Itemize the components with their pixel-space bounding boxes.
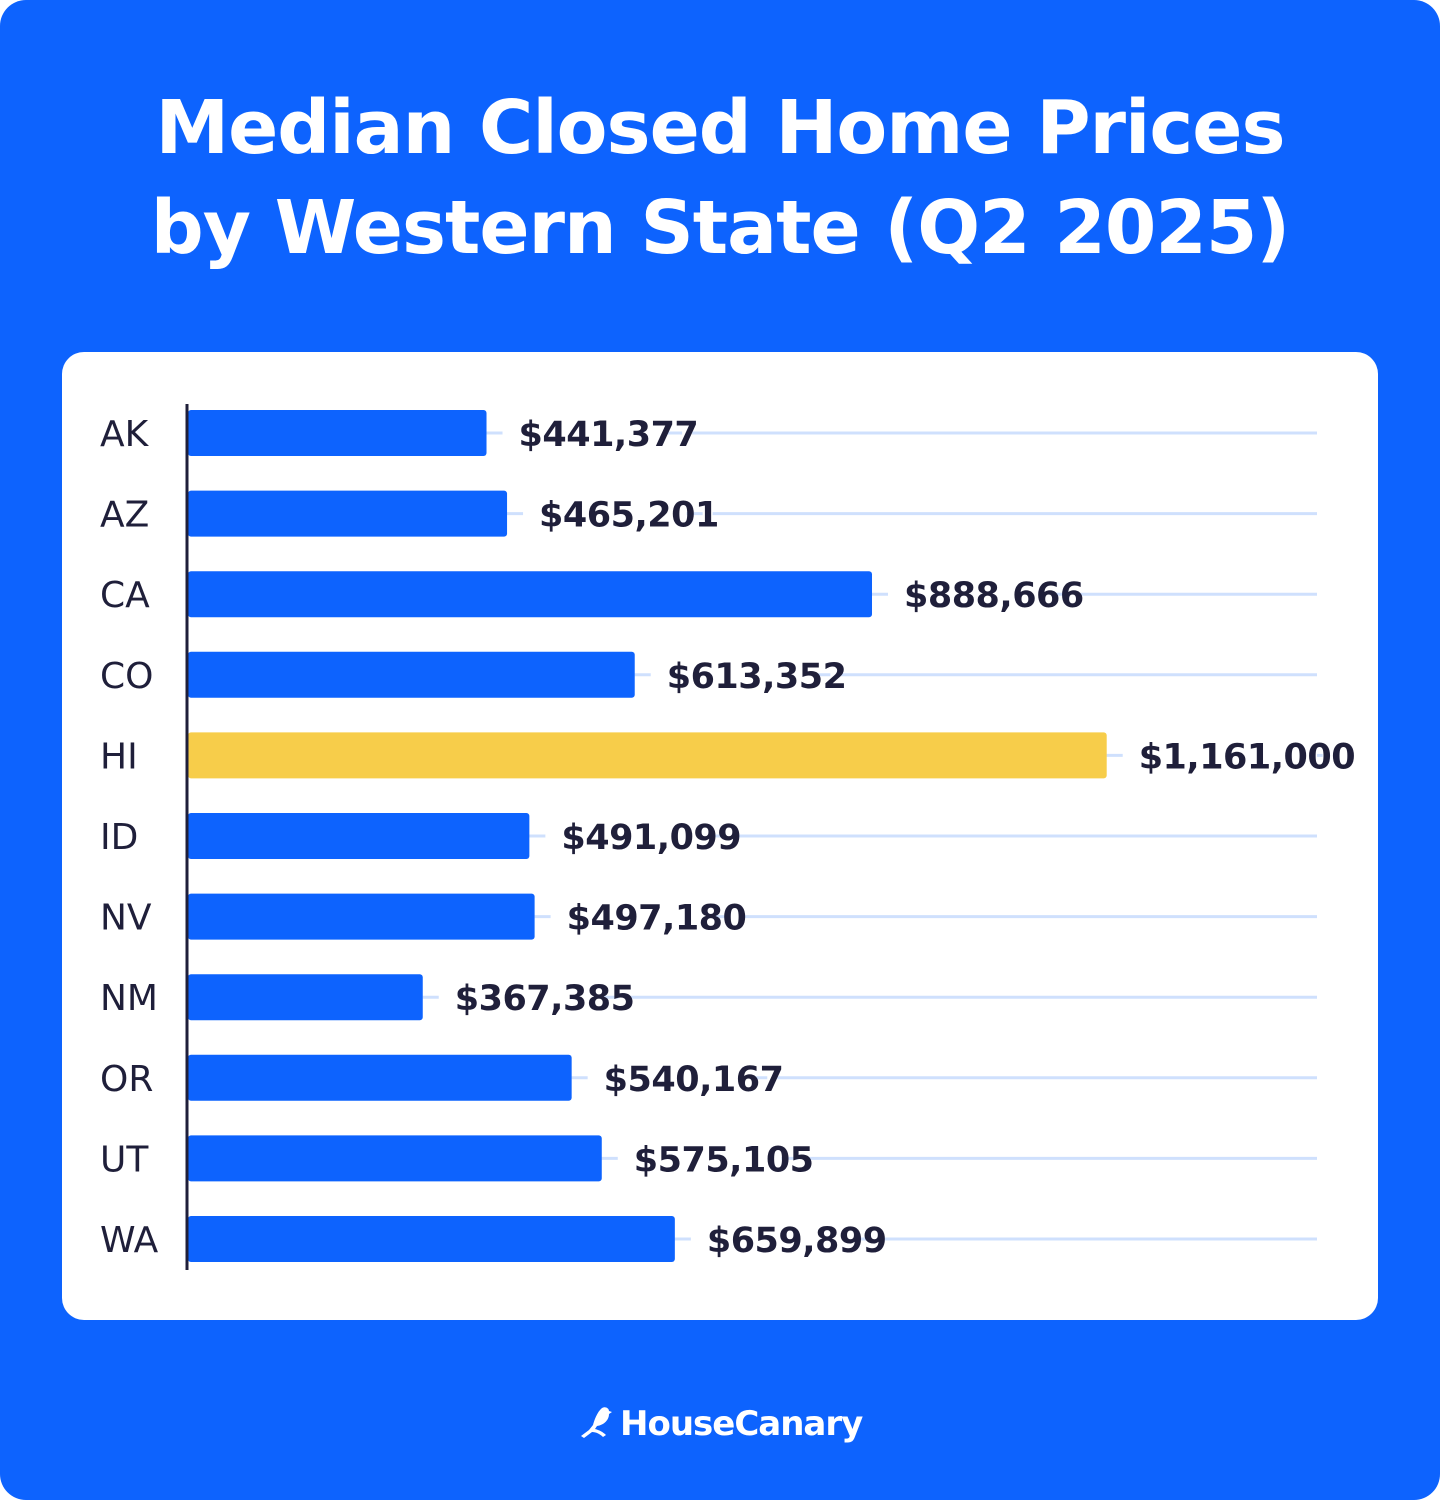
category-label: CO xyxy=(100,656,153,697)
data-label: $497,180 xyxy=(567,899,747,939)
data-label: $540,167 xyxy=(604,1060,784,1100)
category-label: AZ xyxy=(100,495,149,536)
category-label: NM xyxy=(100,978,158,1019)
bar-wa xyxy=(188,1216,675,1262)
housecanary-logo: HouseCanary xyxy=(580,1400,880,1448)
bar-ak xyxy=(188,410,487,456)
title-line-1: Median Closed Home Prices xyxy=(155,85,1285,171)
bar-chart: AK $441,377 AZ $465,201 CA $888,666 CO $613,352… xyxy=(100,404,1356,1270)
label-backdrop xyxy=(634,654,841,695)
bar-co xyxy=(188,651,635,698)
bar-hi xyxy=(188,732,1107,779)
canary-bird-icon xyxy=(581,1407,612,1438)
category-label: HI xyxy=(100,736,138,777)
brand-name: HouseCanary xyxy=(620,1404,863,1444)
bar-or xyxy=(188,1054,572,1101)
data-label: $613,352 xyxy=(667,657,847,697)
category-label: CA xyxy=(100,575,150,616)
bar-nm xyxy=(188,974,423,1021)
category-label: ID xyxy=(100,817,138,858)
data-label: $441,377 xyxy=(519,415,699,455)
label-backdrop xyxy=(872,574,1078,615)
label-backdrop xyxy=(534,896,741,937)
label-backdrop xyxy=(529,816,735,856)
bar-nv xyxy=(188,893,535,940)
label-backdrop xyxy=(571,1057,778,1098)
bar-id xyxy=(188,813,530,859)
chart-title: Median Closed Home Prices by Western Sta… xyxy=(0,78,1440,278)
category-label: AK xyxy=(100,414,150,455)
data-label: $888,666 xyxy=(904,576,1084,616)
category-label: UT xyxy=(100,1139,149,1180)
label-backdrop xyxy=(507,493,713,534)
chart-card: AK $441,377 AZ $465,201 CA $888,666 CO $613,352… xyxy=(62,352,1378,1320)
category-label: WA xyxy=(100,1220,159,1261)
category-label: OR xyxy=(100,1059,153,1100)
data-label: $465,201 xyxy=(539,496,719,536)
data-label: $491,099 xyxy=(561,818,741,858)
label-backdrop xyxy=(674,1219,881,1259)
category-label: NV xyxy=(100,898,152,939)
bar-az xyxy=(188,490,508,537)
bar-ca xyxy=(188,571,873,618)
data-label: $575,105 xyxy=(634,1140,814,1180)
label-backdrop xyxy=(422,977,629,1018)
data-label: $659,899 xyxy=(707,1221,887,1261)
label-backdrop xyxy=(601,1138,808,1179)
bar-ut xyxy=(188,1135,602,1182)
title-line-2: by Western State (Q2 2025) xyxy=(150,185,1290,271)
label-backdrop xyxy=(1106,735,1349,776)
data-label: $1,161,000 xyxy=(1139,737,1355,777)
data-label: $367,385 xyxy=(455,979,635,1019)
label-backdrop xyxy=(486,413,693,453)
